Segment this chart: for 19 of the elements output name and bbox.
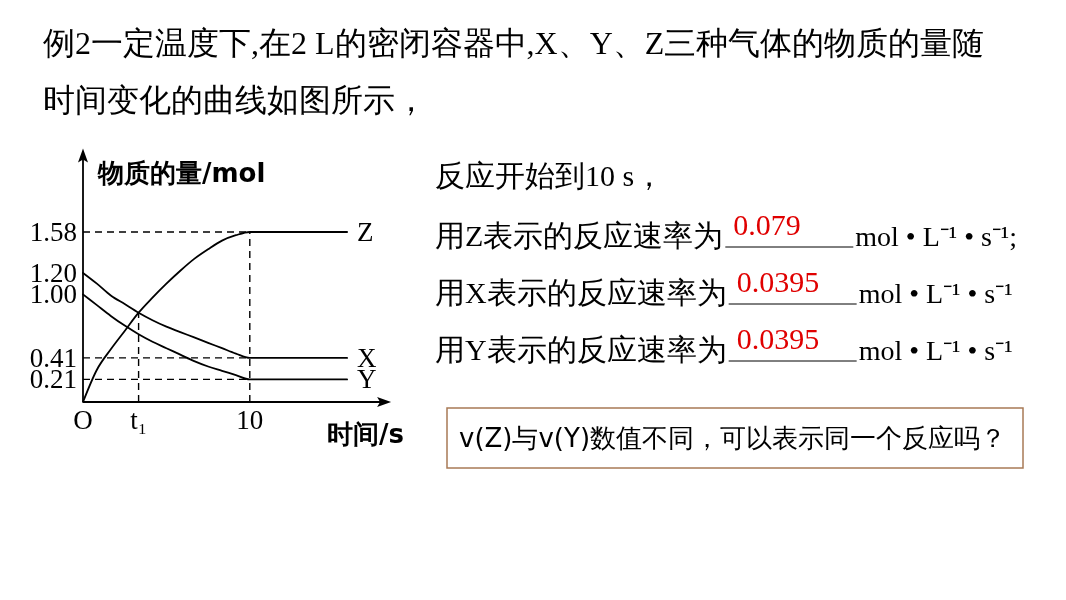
series-label: Z bbox=[357, 216, 374, 247]
text: 用X表示的反应速率为 bbox=[435, 276, 727, 309]
x-tick-label: O bbox=[73, 405, 93, 435]
text: 用Z表示的反应速率为 bbox=[435, 219, 724, 252]
text: 反应开始到10 s， bbox=[435, 159, 665, 192]
text: 0.0395 bbox=[736, 265, 820, 298]
x-tick-label: 10 bbox=[236, 405, 264, 435]
text: 用Y表示的反应速率为 bbox=[435, 333, 727, 366]
text: mol • L⁻¹ • s⁻¹ bbox=[858, 278, 1013, 309]
text: mol • L⁻¹ • s⁻¹ bbox=[858, 335, 1013, 366]
y-axis-title: 物质的量/mol bbox=[97, 158, 266, 188]
text: 0.0395 bbox=[736, 322, 820, 355]
x-tick-label: t₁ bbox=[130, 405, 148, 435]
text: v(Z)与v(Y)数值不同，可以表示同一个反应吗？ bbox=[459, 423, 1007, 453]
text: mol • L⁻¹ • s⁻¹; bbox=[855, 221, 1018, 252]
text: 0.079 bbox=[733, 208, 801, 241]
y-tick-label: 1.58 bbox=[29, 216, 77, 247]
text: 例2一定温度下,在2 L的密闭容器中,X、Y、Z三种气体的物质的量随时间变化的曲线如图所示， bbox=[43, 25, 985, 118]
x-axis-title: 时间/s bbox=[327, 419, 404, 449]
